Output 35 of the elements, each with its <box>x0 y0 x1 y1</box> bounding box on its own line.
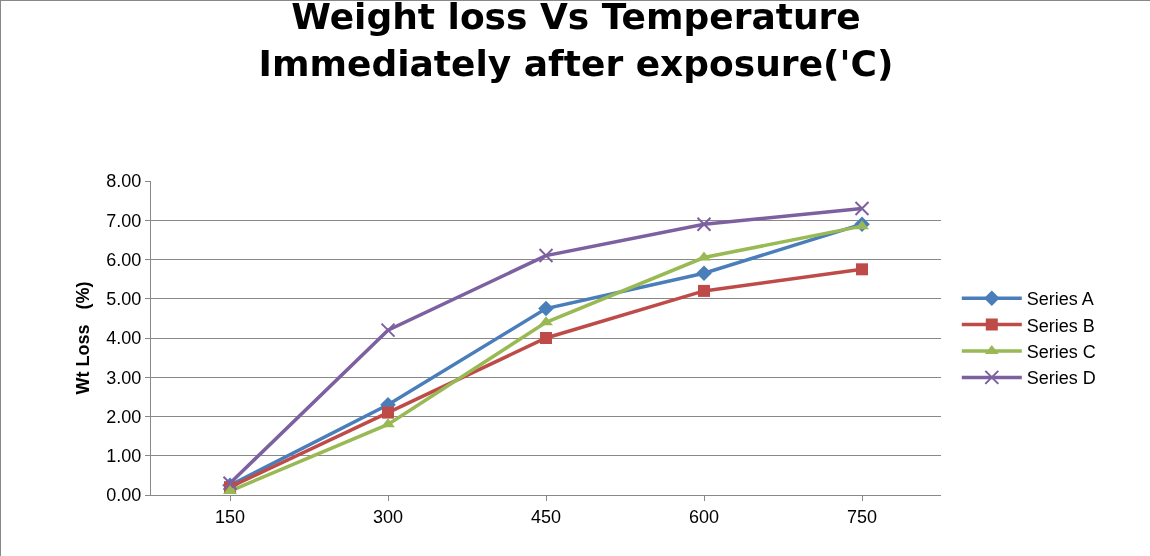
x-tick-label: 600 <box>688 506 720 527</box>
y-tick-label: 0.00 <box>106 485 142 506</box>
point <box>381 418 395 428</box>
legend-label: Series B <box>1026 315 1095 336</box>
point <box>855 220 869 230</box>
point <box>380 322 396 338</box>
point <box>697 251 711 261</box>
y-tick-label: 1.00 <box>106 446 142 467</box>
y-tick-label: 5.00 <box>106 289 142 310</box>
chart-title: Weight loss Vs Temperature Immediately after exposure('C) <box>258 0 894 84</box>
legend-label: Series C <box>1026 342 1096 363</box>
point <box>382 406 394 419</box>
point <box>856 263 868 276</box>
y-tick-label: 8.00 <box>106 171 142 192</box>
point <box>223 485 237 495</box>
point <box>698 284 710 297</box>
point <box>696 216 712 232</box>
x-tick-label: 450 <box>530 506 562 527</box>
legend-label: Series D <box>1026 368 1096 389</box>
y-tick-label: 6.00 <box>106 249 142 270</box>
point <box>538 248 554 264</box>
x-tick-label: 150 <box>214 506 246 527</box>
point <box>696 265 712 282</box>
x-tick-label: 750 <box>846 506 878 527</box>
y-tick-label: 4.00 <box>106 328 142 349</box>
y-tick-label: 7.00 <box>106 210 142 231</box>
point <box>854 200 870 216</box>
legend-label: Series A <box>1026 289 1094 310</box>
point <box>539 316 553 326</box>
point <box>538 300 554 317</box>
y-axis-title: Wt Loss (%) <box>72 281 93 395</box>
y-tick-label: 2.00 <box>106 406 142 427</box>
point <box>540 332 552 344</box>
y-tick-label: 3.00 <box>106 367 142 388</box>
x-tick-label: 300 <box>372 506 404 527</box>
